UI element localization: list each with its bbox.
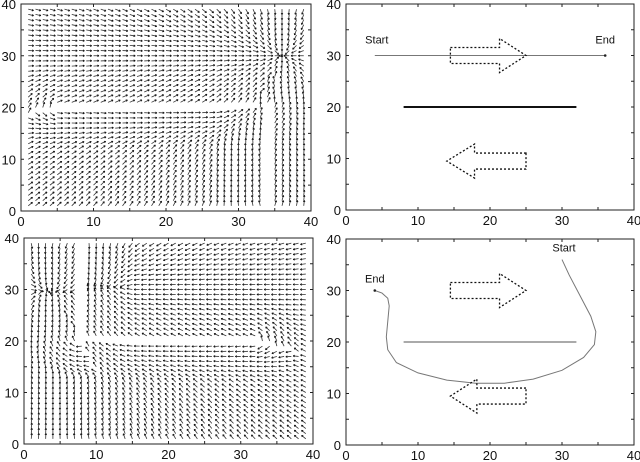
- panel-top-left: 0 10 20 30 40 0 10 20 30 40: [2, 0, 319, 229]
- end-marker: [373, 289, 377, 292]
- end-marker: [603, 54, 607, 57]
- y-tick-label: 10: [327, 152, 341, 167]
- y-tick-label: 20: [327, 335, 341, 350]
- x-tick-label: 20: [483, 448, 497, 462]
- y-tick-label: 30: [327, 284, 341, 299]
- x-tick-label: 10: [411, 448, 425, 462]
- x-tick-label: 30: [555, 448, 569, 462]
- vector-field: [30, 242, 307, 440]
- panel-bottom-left: 0 10 20 30 40 0 10 20 30 40: [5, 231, 321, 462]
- x-tick-label: 10: [89, 447, 103, 462]
- flow-arrow-left-icon: [449, 377, 527, 415]
- x-tick-label: 0: [342, 213, 349, 228]
- x-tick-label: 40: [627, 213, 640, 228]
- y-tick-label: 30: [327, 49, 341, 64]
- x-tick-label: 20: [161, 447, 175, 462]
- annotation-start: Start: [552, 243, 575, 255]
- y-tick-label: 10: [2, 152, 16, 167]
- y-tick-label: 0: [9, 204, 16, 219]
- y-tick-label: 20: [2, 101, 16, 116]
- annotation-end: End: [365, 274, 385, 286]
- y-tick-label: 0: [334, 203, 341, 218]
- y-tick-label: 20: [5, 334, 19, 349]
- y-tick-label: 30: [2, 49, 16, 64]
- x-tick-label: 30: [234, 447, 248, 462]
- y-tick-label: 30: [5, 283, 19, 298]
- y-tick-label: 40: [5, 231, 19, 246]
- annotation-start: Start: [365, 35, 388, 47]
- x-tick-label: 40: [304, 214, 318, 229]
- y-tick-label: 10: [5, 386, 19, 401]
- panel-top-right: Start End 0 10 20 30 40 0 10 20 30 40: [327, 0, 640, 228]
- panel-bottom-right: End Start 0 10 20 30 40 0 10 20 30 40: [327, 232, 640, 462]
- x-tick-label: 30: [555, 213, 569, 228]
- flow-arrow-right-icon: [449, 37, 528, 74]
- x-tick-label: 20: [159, 214, 173, 229]
- x-tick-label: 10: [411, 213, 425, 228]
- annotation-end: End: [595, 35, 615, 47]
- y-tick-label: 40: [2, 0, 16, 12]
- y-tick-label: 10: [327, 387, 341, 402]
- x-tick-label: 20: [483, 213, 497, 228]
- x-tick-label: 0: [20, 447, 27, 462]
- y-tick-label: 40: [327, 232, 341, 247]
- flow-arrow-left-icon: [445, 142, 527, 180]
- flow-arrow-right-icon: [449, 272, 528, 309]
- y-tick-label: 0: [12, 437, 19, 452]
- trajectory-path: [374, 259, 597, 384]
- x-tick-label: 10: [86, 214, 100, 229]
- y-tick-label: 40: [327, 0, 341, 12]
- x-tick-label: 0: [342, 448, 349, 462]
- x-tick-label: 30: [231, 214, 245, 229]
- x-tick-label: 0: [17, 214, 24, 229]
- y-tick-label: 20: [327, 100, 341, 115]
- vector-field: [27, 8, 306, 207]
- x-tick-label: 40: [306, 447, 320, 462]
- y-tick-label: 0: [334, 438, 341, 453]
- x-tick-label: 40: [627, 448, 640, 462]
